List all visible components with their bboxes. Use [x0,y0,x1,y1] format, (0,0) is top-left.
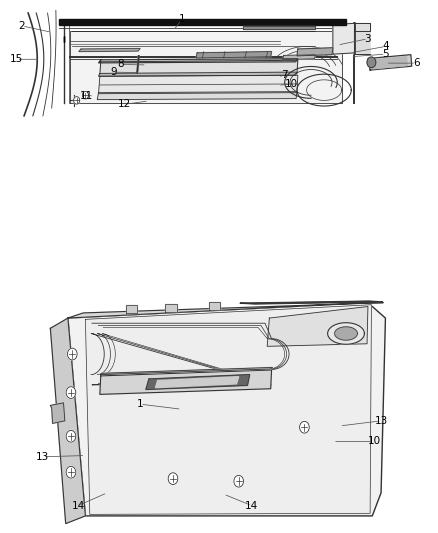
Text: 11: 11 [80,91,93,101]
Circle shape [67,348,77,360]
Text: 14: 14 [245,500,258,511]
Text: 1: 1 [178,14,185,25]
Text: 14: 14 [71,500,85,511]
Text: 6: 6 [413,58,420,68]
Polygon shape [165,304,177,312]
Polygon shape [335,327,357,340]
Polygon shape [209,302,220,310]
Polygon shape [368,55,412,70]
Circle shape [367,57,376,68]
Polygon shape [100,60,298,75]
Text: 2: 2 [18,21,25,31]
Polygon shape [79,49,140,52]
Text: 4: 4 [382,42,389,52]
Circle shape [234,475,244,487]
Polygon shape [243,26,315,29]
Circle shape [300,422,309,433]
Circle shape [74,96,80,104]
Polygon shape [297,48,333,56]
Circle shape [66,430,76,442]
Polygon shape [100,370,272,394]
Polygon shape [354,31,370,54]
Circle shape [66,466,76,478]
Text: 9: 9 [110,67,117,77]
Text: 3: 3 [364,34,371,44]
Text: 7: 7 [281,70,288,80]
Polygon shape [146,375,250,390]
Polygon shape [354,23,370,31]
Polygon shape [267,306,368,346]
Text: 13: 13 [374,416,388,426]
Circle shape [82,92,88,99]
Polygon shape [372,56,407,69]
Polygon shape [126,305,137,313]
Polygon shape [85,305,371,514]
Polygon shape [68,303,383,318]
Circle shape [66,387,76,399]
Polygon shape [99,75,298,94]
Polygon shape [155,377,239,387]
Text: 10: 10 [368,437,381,447]
Text: 8: 8 [117,59,124,69]
Text: 15: 15 [10,54,23,64]
Polygon shape [101,367,272,375]
Polygon shape [240,301,383,304]
Text: 13: 13 [36,452,49,462]
Polygon shape [333,23,355,54]
Polygon shape [50,318,85,523]
Polygon shape [68,303,385,516]
Polygon shape [196,52,272,58]
Polygon shape [59,20,346,25]
Polygon shape [70,31,342,103]
Polygon shape [97,92,297,100]
Text: 10: 10 [285,79,298,88]
Text: 5: 5 [382,49,389,59]
Polygon shape [283,55,315,60]
Polygon shape [50,403,65,423]
Polygon shape [99,59,298,63]
Text: 1: 1 [137,399,144,409]
Polygon shape [328,322,364,344]
Polygon shape [99,72,297,76]
Text: 12: 12 [118,99,131,109]
Circle shape [168,473,178,484]
